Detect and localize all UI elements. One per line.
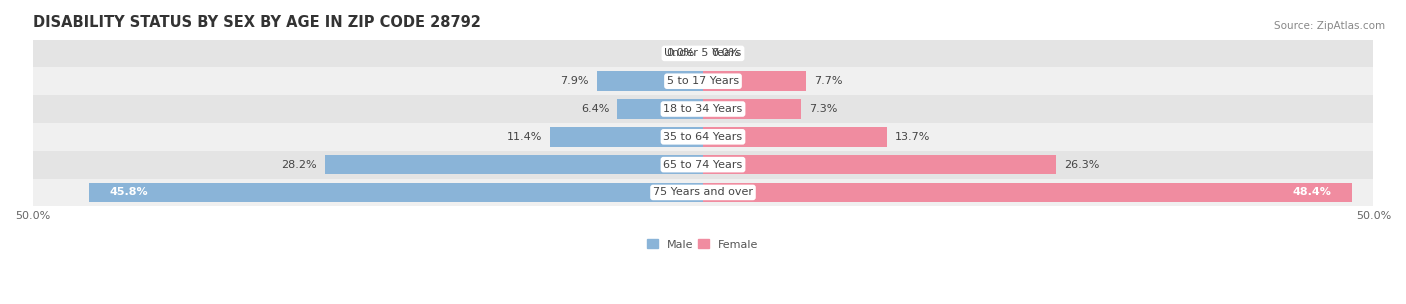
Bar	[703, 183, 1353, 202]
Bar	[32, 40, 1374, 67]
Bar	[89, 183, 703, 202]
Text: 45.8%: 45.8%	[110, 188, 148, 197]
Text: Under 5 Years: Under 5 Years	[665, 48, 741, 58]
Text: 7.9%: 7.9%	[561, 76, 589, 86]
Text: 26.3%: 26.3%	[1064, 160, 1099, 170]
Bar	[703, 155, 1056, 174]
Text: 11.4%: 11.4%	[506, 132, 543, 142]
Bar	[703, 99, 801, 119]
Text: Source: ZipAtlas.com: Source: ZipAtlas.com	[1274, 21, 1385, 31]
Text: 6.4%: 6.4%	[581, 104, 609, 114]
Bar	[550, 127, 703, 147]
Text: 75 Years and over: 75 Years and over	[652, 188, 754, 197]
Text: 7.7%: 7.7%	[814, 76, 842, 86]
Bar	[703, 127, 887, 147]
Text: 35 to 64 Years: 35 to 64 Years	[664, 132, 742, 142]
Text: 65 to 74 Years: 65 to 74 Years	[664, 160, 742, 170]
Text: 0.0%: 0.0%	[666, 48, 695, 58]
Text: 7.3%: 7.3%	[808, 104, 838, 114]
Text: DISABILITY STATUS BY SEX BY AGE IN ZIP CODE 28792: DISABILITY STATUS BY SEX BY AGE IN ZIP C…	[32, 15, 481, 30]
Bar	[32, 123, 1374, 151]
Bar	[598, 71, 703, 91]
Text: 48.4%: 48.4%	[1294, 188, 1331, 197]
Text: 0.0%: 0.0%	[711, 48, 740, 58]
Bar	[703, 71, 806, 91]
Text: 13.7%: 13.7%	[894, 132, 931, 142]
Bar	[325, 155, 703, 174]
Bar	[617, 99, 703, 119]
Legend: Male, Female: Male, Female	[647, 239, 759, 250]
Bar	[32, 95, 1374, 123]
Bar	[32, 151, 1374, 178]
Text: 18 to 34 Years: 18 to 34 Years	[664, 104, 742, 114]
Bar	[32, 67, 1374, 95]
Text: 28.2%: 28.2%	[281, 160, 316, 170]
Text: 5 to 17 Years: 5 to 17 Years	[666, 76, 740, 86]
Bar	[32, 178, 1374, 206]
